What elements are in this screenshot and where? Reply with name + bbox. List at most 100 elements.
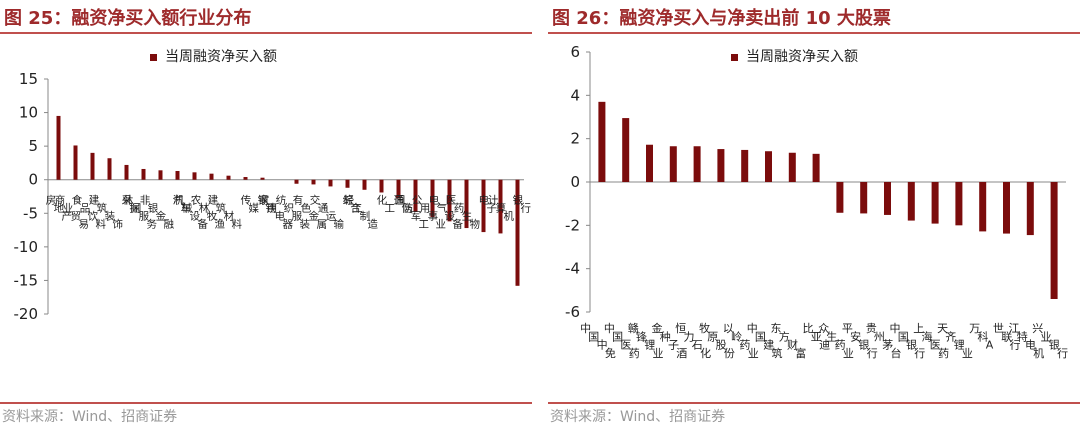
bar-赣锋锂业 (646, 144, 653, 182)
bar-贵州茅台 (884, 182, 891, 215)
bar-东方财富 (788, 152, 796, 182)
bar-比亚迪 (812, 153, 820, 182)
figure-25-source: 资料来源：Wind、招商证券 (2, 409, 178, 425)
figure-26-title: 图 26：融资净买入与净卖出前 10 大股票 (552, 8, 891, 29)
x-tick-label: 贵州茅台 (866, 322, 902, 360)
bar-房地产 (56, 115, 61, 180)
bar-建筑装饰 (107, 158, 112, 180)
figure-25-panel: 图 25：融资净买入额行业分布 当周融资净买入额 15 10 5 0 -5 -10 -15 -2… (0, 0, 532, 427)
figure-26-source: 资料来源：Wind、招商证券 (550, 409, 726, 425)
x-tick-label: 兴业银行 (1032, 322, 1068, 360)
bar-化工 (379, 179, 384, 193)
x-tick-label: 非银金融 (140, 195, 175, 231)
y-tick-label: -15 (14, 271, 39, 289)
x-tick-label: 牧原股份 (699, 321, 735, 360)
x-tick-label: 农林牧渔 (191, 194, 225, 231)
x-tick-label: 银行 (513, 194, 532, 215)
bar-机械设备 (192, 172, 197, 180)
x-tick-label: 电气设备 (429, 194, 464, 231)
bar-建筑材料 (226, 175, 231, 180)
x-tick-label: 机械设备 (174, 194, 209, 231)
x-tick-label: 世联行 (993, 322, 1021, 352)
x-tick-label: 中国建筑 (747, 322, 783, 360)
bar-银行 (515, 179, 520, 286)
x-tick-label: 公用事业 (412, 195, 446, 231)
x-tick-label: 建筑材料 (208, 194, 243, 231)
y-tick-label: -6 (565, 303, 580, 321)
bar-通信 (396, 179, 401, 199)
bar-兴业银行 (1050, 182, 1058, 299)
bar-计算机 (498, 179, 503, 234)
x-tick-label: 休闲服务 (123, 195, 158, 231)
bar-纺织服装 (294, 179, 299, 184)
x-tick-label: 钢铁 (258, 194, 277, 215)
x-tick-label: 综合 (343, 194, 362, 215)
x-tick-label: 食品饮料 (72, 194, 107, 231)
bar-世联行 (1003, 182, 1010, 234)
figure-25-chart: 当周融资净买入额 15 10 5 0 -5 -10 -15 -20 房地产商业贸易食品饮料建筑装饰… (14, 49, 532, 323)
bar-中国建筑 (765, 151, 772, 182)
x-tick-label: 中国银行 (890, 322, 926, 360)
x-tick-label: 国防军工 (395, 195, 429, 231)
x-tick-label: 轻工制造 (344, 194, 379, 231)
figure-26-chart: 当周融资净买入额 6 4 2 0 -2 -4 -6中国中免中国医药赣锋锂业金种子酒恒力石化牧原… (565, 43, 1068, 360)
x-tick-label: 交通运输 (310, 194, 345, 231)
x-tick-label: 家用电器 (259, 194, 294, 231)
y-tick-label: -20 (14, 305, 39, 323)
legend-label: 当周融资净买入额 (746, 49, 858, 65)
x-tick-label: 建筑装饰 (89, 194, 123, 231)
x-tick-label: 比亚迪 (803, 322, 831, 352)
x-tick-label: 化工 (377, 194, 395, 215)
legend-label: 当周融资净买入额 (165, 49, 277, 65)
x-tick-label: 金种子酒 (652, 321, 688, 360)
bar-平安银行 (860, 182, 868, 214)
bar-万科A (979, 182, 987, 232)
figure-26-bottom-rule (548, 402, 1080, 404)
figure-25-title: 图 25：融资净买入额行业分布 (4, 8, 252, 29)
bar-农林牧渔 (209, 173, 214, 180)
bar-以岭药业 (741, 149, 749, 182)
x-tick-label: 赣锋锂业 (628, 321, 664, 360)
x-tick-label: 采掘 (122, 195, 140, 215)
y-tick-label: -5 (23, 204, 38, 222)
bar-非银金融 (158, 170, 163, 180)
x-tick-label: 医药生物 (446, 195, 480, 231)
bar-汽车 (175, 170, 180, 180)
bar-中国银行 (907, 182, 915, 221)
x-tick-label: 房地产 (46, 194, 72, 223)
bar-牧原股份 (717, 149, 725, 182)
y-tick-label: 0 (570, 173, 580, 191)
bar-上海医药 (931, 182, 939, 224)
bar-众生药业 (836, 182, 844, 213)
x-tick-label: 中国中免 (580, 322, 616, 360)
x-tick-label: 上海医药 (913, 322, 949, 360)
bar-采掘 (124, 164, 129, 180)
bar-传媒 (243, 177, 248, 180)
x-tick-label: 计算机 (488, 194, 515, 223)
x-tick-label: 汽车 (173, 194, 191, 215)
bar-轻工制造 (362, 179, 367, 190)
x-tick-label: 电子 (479, 194, 497, 215)
figure-26-panel: 图 26：融资净买入与净卖出前 10 大股票 当周融资净买入额 6 4 2 0 -2 -4 -… (548, 0, 1080, 427)
y-tick-label: 4 (570, 86, 580, 104)
y-tick-label: -2 (565, 216, 580, 234)
bar-有色金属 (311, 179, 316, 185)
x-tick-label: 恒力石化 (675, 322, 711, 360)
x-tick-label: 以岭药业 (723, 322, 759, 360)
figure-26-top-rule (548, 32, 1080, 34)
y-tick-label: 2 (570, 130, 580, 148)
bar-公用事业 (430, 179, 435, 218)
bar-金种子酒 (669, 146, 677, 182)
bar-休闲服务 (141, 168, 146, 180)
y-tick-label: 0 (28, 171, 38, 189)
x-tick-label: 江特电机 (1009, 322, 1045, 360)
y-tick-label: 6 (570, 43, 580, 61)
bar-钢铁 (260, 177, 265, 180)
x-tick-label: 东方财富 (771, 322, 807, 360)
x-tick-label: 纺织服装 (276, 194, 311, 231)
bar-中国中免 (598, 101, 606, 182)
legend-swatch (731, 54, 738, 61)
bar-医药生物 (464, 179, 469, 229)
y-tick-label: 5 (28, 137, 38, 155)
bar-天齐锂业 (955, 182, 963, 226)
